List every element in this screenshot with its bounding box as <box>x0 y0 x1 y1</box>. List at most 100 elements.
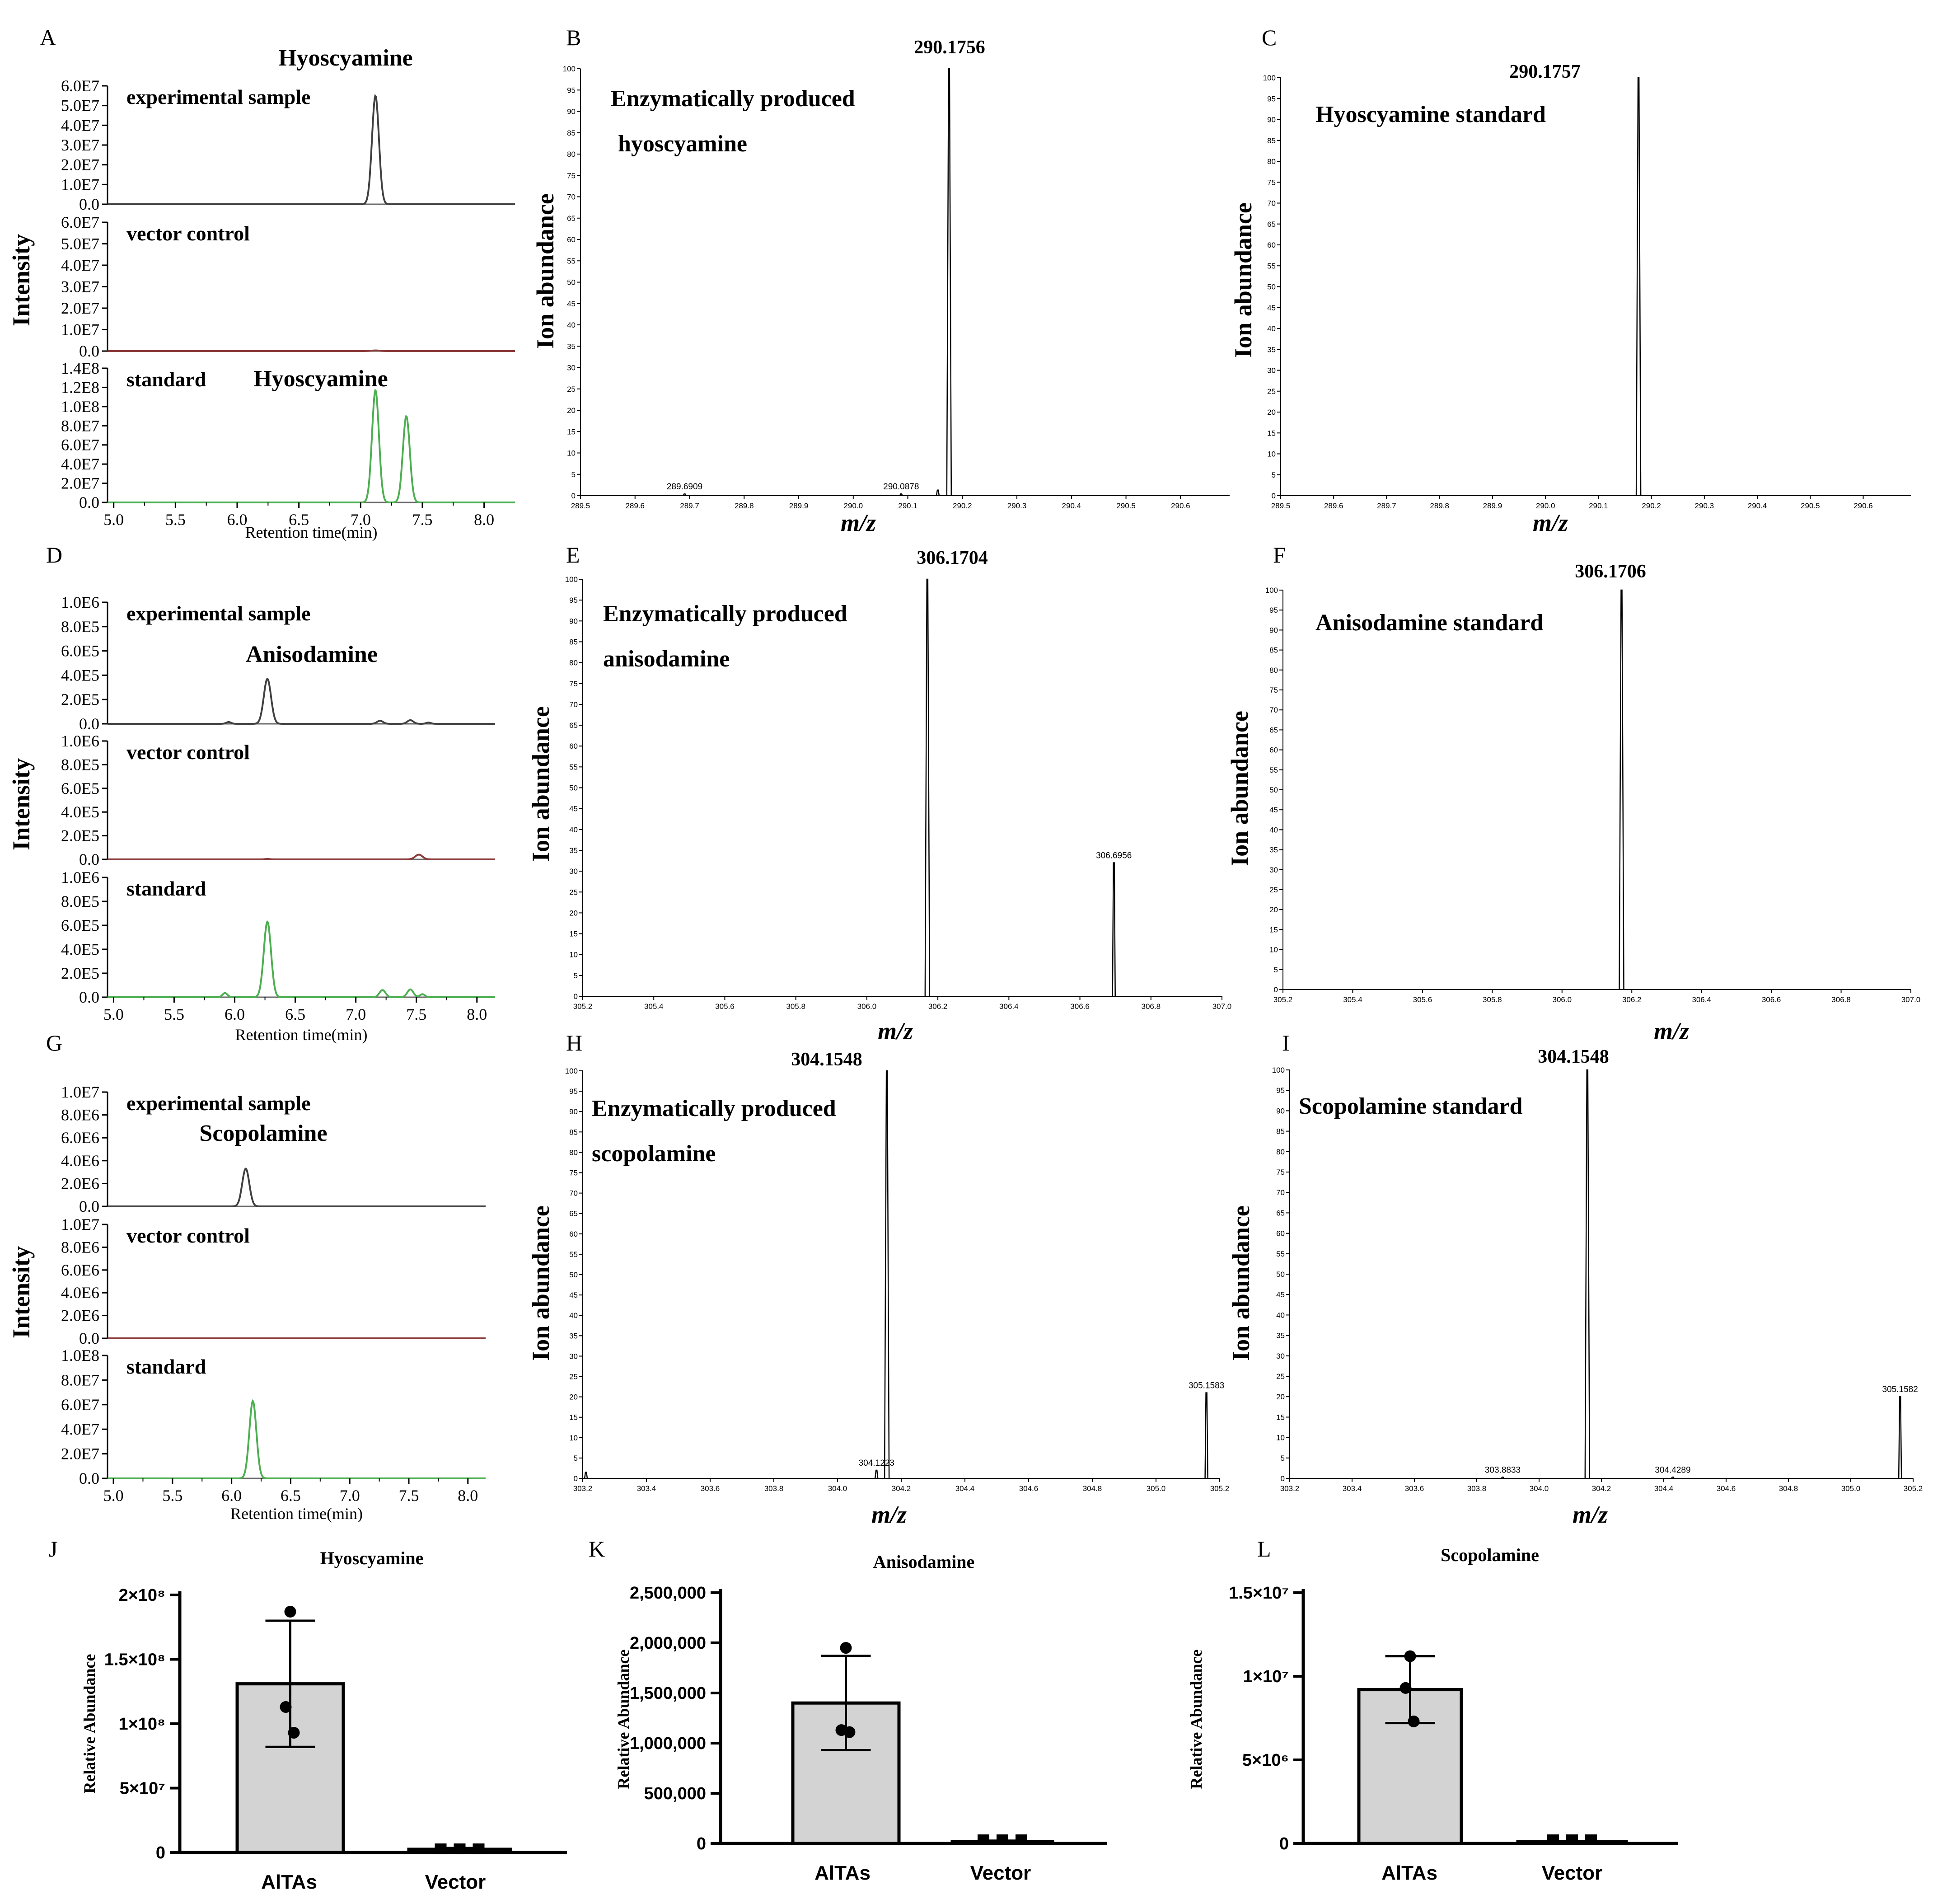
y-tick-label: 95 <box>1267 94 1276 103</box>
y-tick-label: 30 <box>1269 866 1278 874</box>
y-tick-label: 1,000,000 <box>630 1734 706 1753</box>
main-peak <box>946 68 952 496</box>
y-tick-label: 4.0E5 <box>61 940 99 958</box>
x-tick-label: 289.5 <box>571 502 590 510</box>
y-tick-label: 0.0 <box>79 1469 99 1487</box>
y-tick-label: 0 <box>574 1474 578 1483</box>
x-tick-label: 303.4 <box>1343 1484 1362 1493</box>
minor-peak <box>584 1472 588 1479</box>
panel-letter: A <box>40 25 56 50</box>
y-tick-label: 65 <box>1269 726 1278 734</box>
y-tick-label: 15 <box>569 1413 578 1422</box>
y-tick-label: 1×10⁸ <box>118 1715 165 1734</box>
y-tick-label: 20 <box>569 909 578 917</box>
y-tick-label: 1.0E8 <box>61 1346 99 1365</box>
category-label: Vector <box>970 1862 1031 1884</box>
minor-peak <box>1204 1392 1208 1479</box>
chart-title: Scopolamine <box>1441 1545 1539 1565</box>
y-tick-label: 95 <box>569 1087 578 1096</box>
panel-letter: H <box>566 1030 582 1055</box>
chromatogram-track: 1.0E7 8.0E6 6.0E6 4.0E6 2.0E6 0.0 vector contr… <box>61 1215 486 1347</box>
y-tick-label: 0.0 <box>79 1197 99 1215</box>
y-tick-label: 85 <box>1267 136 1276 145</box>
track-label: vector control <box>126 222 250 245</box>
x-tick-label: 305.2 <box>1210 1484 1230 1493</box>
chromatogram-trace <box>108 920 495 998</box>
main-peak-label: 306.1706 <box>1575 561 1646 582</box>
y-tick-label: 5 <box>1272 471 1276 479</box>
bar-chart-panel-l: L Scopolamine 0 5×10⁶ 1×10⁷ 1.5×10⁷ Relative A… <box>1187 1536 1678 1884</box>
x-tick-label: 303.8 <box>1467 1484 1487 1493</box>
data-point <box>454 1843 466 1854</box>
x-axis-title: m/z <box>1654 1018 1689 1045</box>
y-axis-title: Intensity <box>8 234 35 326</box>
y-tick-label: 20 <box>567 406 576 415</box>
main-peak-label: 306.1704 <box>917 548 988 568</box>
y-tick-label: 85 <box>1269 646 1278 655</box>
x-tick-label: 305.2 <box>573 1002 593 1011</box>
x-axis-title: m/z <box>871 1501 907 1528</box>
y-tick-label: 4.0E7 <box>61 256 99 274</box>
y-tick-label: 5×10⁶ <box>1242 1751 1289 1770</box>
x-tick-label: 8.0 <box>474 511 494 529</box>
bar-chart-panel-k: K Anisodamine 0 500,000 1,000,000 1,500,000 2,… <box>589 1536 1107 1884</box>
x-axis-title: m/z <box>841 509 876 536</box>
y-tick-label: 35 <box>569 846 578 855</box>
y-tick-label: 20 <box>1276 1393 1285 1401</box>
y-axis-title: Relative Abundance <box>1187 1649 1205 1789</box>
panel-letter: C <box>1262 25 1277 50</box>
y-tick-label: 3.0E7 <box>61 136 99 154</box>
x-tick-label: 306.6 <box>1070 1002 1090 1011</box>
x-tick-label: 8.0 <box>458 1487 478 1505</box>
spectrum-title: Enzymatically produced <box>611 86 855 112</box>
track-label: experimental sample <box>126 85 311 108</box>
y-tick-label: 10 <box>1276 1434 1285 1442</box>
y-tick-label: 10 <box>567 449 576 458</box>
y-tick-label: 35 <box>569 1332 578 1340</box>
data-point <box>997 1834 1008 1845</box>
y-tick-label: 60 <box>1276 1229 1285 1238</box>
x-tick-label: 304.0 <box>828 1484 847 1493</box>
y-tick-label: 2.0E7 <box>61 299 99 317</box>
y-tick-label: 80 <box>569 659 578 667</box>
chromatogram-trace <box>108 1399 486 1479</box>
y-tick-label: 60 <box>1267 241 1276 249</box>
y-tick-label: 30 <box>567 364 576 372</box>
mass-spectrum-panel-e: E 0 5 10 15 20 25 30 35 40 45 50 55 60 65 70 75 80 85 90 95 1… <box>527 542 1231 1045</box>
x-tick-label: 304.0 <box>1530 1484 1549 1493</box>
y-tick-label: 60 <box>1269 746 1278 755</box>
main-peak-label: 304.1548 <box>1538 1046 1609 1067</box>
y-tick-label: 70 <box>1276 1188 1285 1197</box>
y-tick-label: 50 <box>1269 786 1278 794</box>
y-tick-label: 2.0E6 <box>61 1174 99 1192</box>
x-tick-label: 306.4 <box>1692 995 1711 1004</box>
y-tick-label: 4.0E6 <box>61 1284 99 1302</box>
chromatogram-track: 1.0E6 8.0E5 6.0E5 4.0E5 2.0E5 0.0 experimental… <box>61 593 495 733</box>
mass-spectrum-panel-h: H 0 5 10 15 20 25 30 35 40 45 50 55 60 65 70 75 80 85 90 95 1… <box>527 1030 1229 1528</box>
y-tick-label: 0.0 <box>79 988 99 1006</box>
y-tick-label: 0.0 <box>79 493 99 511</box>
y-tick-label: 1.0E6 <box>61 593 99 611</box>
track-label: experimental sample <box>126 1092 311 1115</box>
y-tick-label: 75 <box>569 680 578 688</box>
data-point <box>1566 1834 1578 1845</box>
x-tick-label: 289.8 <box>1430 502 1449 510</box>
mass-spectrum-panel-i: I 0 5 10 15 20 25 30 35 40 45 50 55 60 65 70 75 80 85 90 95 1… <box>1227 1030 1923 1528</box>
x-tick-label: 305.2 <box>1904 1484 1923 1493</box>
y-tick-label: 55 <box>569 763 578 771</box>
y-tick-label: 40 <box>567 321 576 329</box>
y-tick-label: 0 <box>156 1843 165 1862</box>
x-tick-label: 289.9 <box>1483 502 1502 510</box>
y-tick-label: 25 <box>1269 886 1278 894</box>
x-tick-label: 304.4 <box>1654 1484 1674 1493</box>
y-tick-label: 25 <box>1267 387 1276 396</box>
y-tick-label: 80 <box>1276 1148 1285 1156</box>
y-tick-label: 8.0E5 <box>61 892 99 910</box>
y-tick-label: 25 <box>1276 1372 1285 1381</box>
y-tick-label: 2.0E7 <box>61 156 99 174</box>
data-point <box>1408 1715 1420 1727</box>
x-tick-label: 289.6 <box>625 502 645 510</box>
y-tick-label: 2.0E7 <box>61 1445 99 1463</box>
y-tick-label: 45 <box>569 1291 578 1299</box>
x-tick-label: 290.3 <box>1695 502 1714 510</box>
